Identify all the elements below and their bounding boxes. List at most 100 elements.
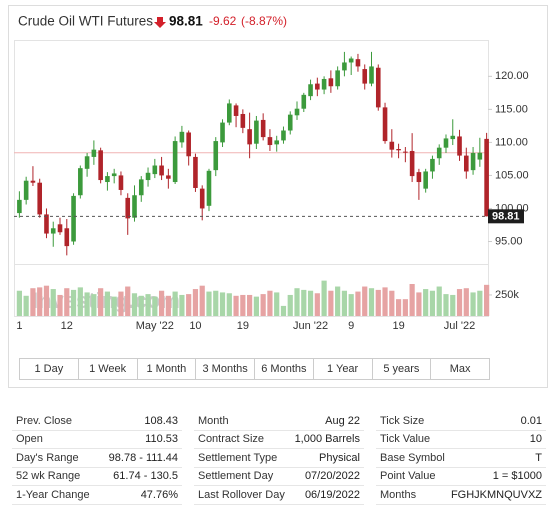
candle-body xyxy=(23,180,29,200)
volume-bar xyxy=(43,285,50,316)
candle-body xyxy=(409,150,415,177)
last-price-label: 98.81 xyxy=(492,211,520,223)
volume-bar xyxy=(50,289,56,316)
candle-body xyxy=(362,69,368,84)
volume-bar xyxy=(409,284,415,316)
range-button[interactable]: 3 Months xyxy=(195,358,255,380)
range-button[interactable]: 1 Day xyxy=(19,358,79,380)
candle-body xyxy=(44,214,49,234)
volume-bar xyxy=(138,295,144,316)
candle-body xyxy=(457,136,462,156)
range-button[interactable]: 1 Week xyxy=(77,358,138,380)
volume-bar xyxy=(233,295,239,316)
volume-bar xyxy=(219,292,226,316)
candle-body xyxy=(159,165,164,176)
stat-value: Aug 22 xyxy=(325,414,360,427)
stats-column: Month Aug 22 Contract Size 1,000 Barrels Set… xyxy=(194,412,364,505)
stat-label: Open xyxy=(16,433,43,446)
volume-bar xyxy=(470,292,476,316)
volume-bar xyxy=(240,294,246,316)
candle-body xyxy=(145,172,151,181)
volume-bar xyxy=(30,288,36,316)
volume-bar xyxy=(429,290,436,316)
volume-bar xyxy=(484,284,490,316)
x-tick-label: 12 xyxy=(61,320,73,332)
candle-body xyxy=(260,119,266,138)
x-tick-label: May '22 xyxy=(136,320,174,332)
volume-bar xyxy=(362,286,368,316)
candle-body xyxy=(389,141,395,150)
volume-bar xyxy=(253,296,259,316)
y-tick-label: 95.00 xyxy=(495,235,523,247)
volume-bar xyxy=(111,296,117,316)
stat-label: 1-Year Change xyxy=(16,488,90,501)
volume-bar xyxy=(307,290,314,316)
candle-body xyxy=(477,152,483,160)
volume-bar xyxy=(301,289,307,316)
volume-bar xyxy=(382,287,388,316)
volume-bar xyxy=(84,292,90,316)
range-button[interactable]: 6 Months xyxy=(254,358,314,380)
candle-body xyxy=(443,138,449,148)
candle-body xyxy=(50,228,56,234)
candle-body xyxy=(335,70,340,87)
candle-body xyxy=(287,114,293,131)
stats-row: Month Aug 22 xyxy=(194,412,364,431)
candle-body xyxy=(220,122,225,143)
stats-row: 52 wk Range 61.74 - 130.5 xyxy=(12,468,182,486)
volume-bar xyxy=(172,291,178,316)
volume-bar xyxy=(280,305,287,316)
stat-value: 07/20/2022 xyxy=(304,470,360,483)
volume-bar xyxy=(104,291,111,316)
candle-body xyxy=(294,108,300,116)
volume-bar xyxy=(335,286,341,316)
candle-body xyxy=(342,62,347,71)
range-button[interactable]: Max xyxy=(430,358,490,380)
candle-body xyxy=(213,141,219,171)
x-tick-label: Jun '22 xyxy=(293,320,328,332)
candle-body xyxy=(78,168,83,196)
stat-value: 98.78 - 111.44 xyxy=(108,451,178,464)
range-button[interactable]: 1 Year xyxy=(312,358,373,380)
stats-row: Day's Range 98.78 - 111.44 xyxy=(12,449,182,468)
volume-bar xyxy=(77,287,83,316)
x-tick-label: 19 xyxy=(392,320,404,332)
candle-body xyxy=(132,195,137,218)
x-tick-label: 9 xyxy=(348,320,354,332)
candle-body xyxy=(308,84,313,97)
stats-row: Base Symbol T xyxy=(376,449,546,468)
stat-value: 108.43 xyxy=(144,414,178,427)
stat-label: Settlement Day xyxy=(198,470,274,483)
volume-bar xyxy=(192,289,199,316)
range-button[interactable]: 5 years xyxy=(371,358,432,380)
stat-value: 1,000 Barrels xyxy=(294,433,360,446)
candle-body xyxy=(436,147,442,159)
candle-body xyxy=(247,129,252,145)
last-price-tag xyxy=(488,209,524,224)
candle-body xyxy=(430,158,435,172)
candle-body xyxy=(172,141,178,183)
candle-body xyxy=(17,199,22,214)
panel xyxy=(8,5,548,388)
volume-bar xyxy=(186,294,192,316)
stat-value: 47.76% xyxy=(140,488,178,501)
stat-label: Month xyxy=(198,414,229,427)
candle-body xyxy=(193,156,198,188)
y-tick-label: 110.00 xyxy=(495,136,528,148)
range-button[interactable]: 1 Month xyxy=(136,358,197,380)
candle-body xyxy=(369,66,374,84)
volume-bar xyxy=(436,286,442,316)
candle-body xyxy=(315,83,320,90)
candle-body xyxy=(267,137,273,146)
stat-label: Last Rollover Day xyxy=(198,488,285,501)
volume-bar xyxy=(375,289,381,316)
volume-tick-label: 250k xyxy=(495,289,519,301)
volume-bar xyxy=(145,294,151,316)
candle-body xyxy=(274,140,279,145)
candle-body xyxy=(254,120,259,144)
candle-body xyxy=(64,228,70,247)
stats-row: Last Rollover Day 06/19/2022 xyxy=(194,486,364,505)
volume-bar xyxy=(314,293,320,316)
candle-body xyxy=(166,175,171,179)
